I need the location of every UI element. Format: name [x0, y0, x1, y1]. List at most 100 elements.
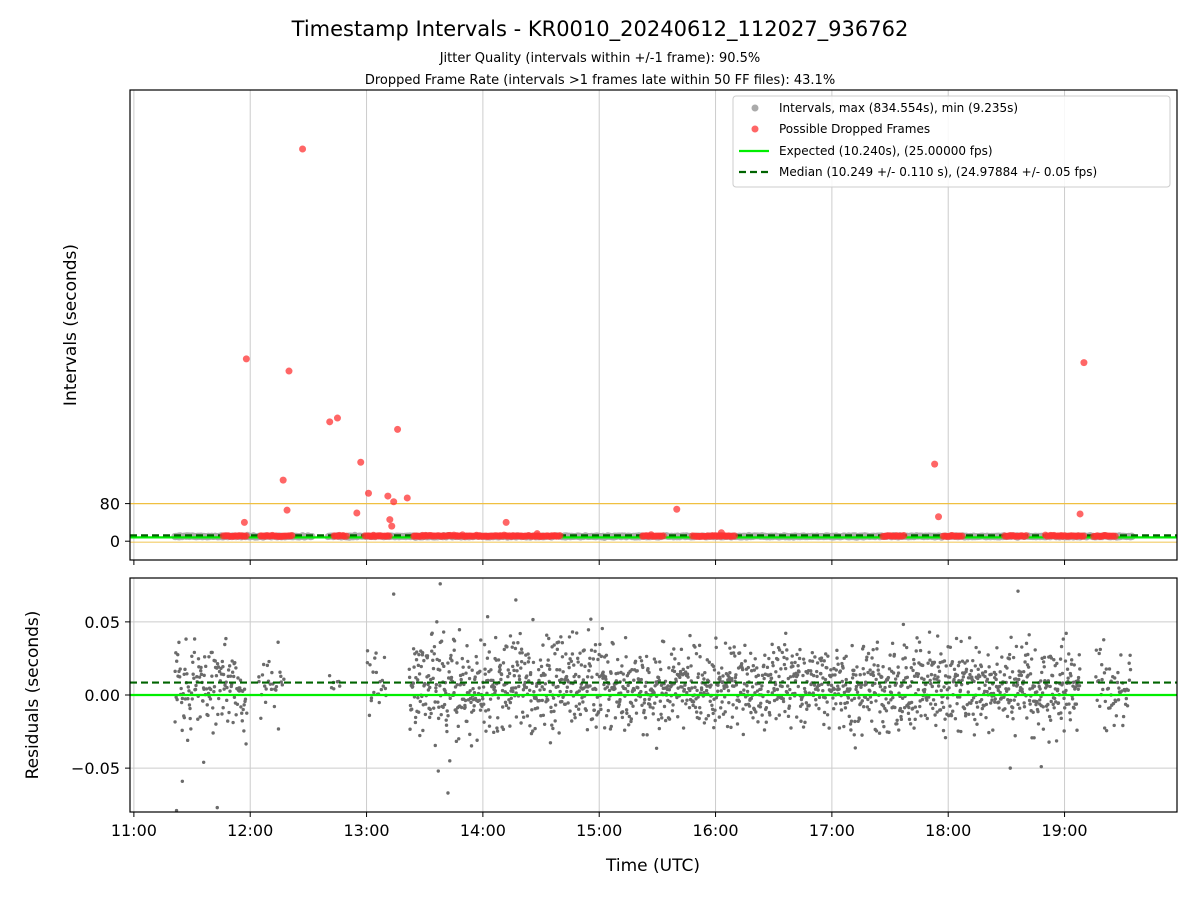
residual-point [182, 672, 186, 676]
residual-point [667, 688, 672, 692]
residual-point [726, 678, 730, 682]
dropped-frame-outlier [299, 145, 307, 153]
residual-point [531, 660, 536, 665]
residual-point [839, 708, 844, 712]
residual-point [444, 723, 449, 727]
residual-point [498, 667, 502, 672]
residual-point [796, 684, 801, 689]
residual-point [468, 732, 472, 737]
residual-point [751, 664, 756, 668]
residual-point [940, 700, 944, 705]
residual-point [963, 661, 967, 665]
residual-point [998, 670, 1002, 674]
residual-point [707, 660, 712, 664]
residual-point [207, 655, 211, 659]
residual-point [1067, 702, 1071, 706]
residual-point [794, 715, 799, 719]
residual-point [608, 727, 613, 731]
residual-point [1040, 691, 1045, 695]
residual-point [579, 663, 584, 667]
residual-point [377, 700, 381, 705]
residual-point [717, 715, 722, 719]
residual-point [581, 678, 586, 682]
residual-point [978, 674, 982, 679]
residual-point [870, 719, 874, 723]
residual-point [577, 674, 581, 679]
residual-point [737, 651, 742, 655]
residual-point [1049, 699, 1053, 704]
residual-point [834, 668, 838, 672]
residual-point [1100, 663, 1104, 667]
residual-point [558, 668, 562, 672]
residual-point [560, 641, 565, 645]
residual-point [460, 656, 464, 661]
residual-point [634, 711, 639, 715]
residual-point [974, 700, 979, 705]
residual-point [943, 717, 947, 721]
residual-point [464, 671, 468, 675]
residual-point [829, 683, 834, 688]
residual-point [187, 703, 192, 707]
residual-point [483, 672, 487, 676]
residual-point [532, 690, 536, 694]
residual-point [900, 683, 904, 687]
residual-point [728, 671, 732, 675]
residual-point [953, 717, 958, 721]
residual-point [825, 700, 829, 704]
residual-point [801, 725, 806, 729]
residual-point [541, 643, 545, 647]
residual-point [780, 650, 785, 655]
residual-point [225, 685, 229, 690]
residual-point [686, 665, 690, 670]
dropped-frame-outlier [502, 518, 510, 526]
residual-point [643, 684, 647, 688]
dropped-frame-outlier [386, 516, 394, 524]
residual-point [991, 728, 995, 732]
residual-point [676, 686, 680, 690]
residual-point [508, 634, 513, 638]
residual-point [257, 679, 261, 684]
residual-point [1059, 644, 1064, 649]
residual-point [539, 714, 543, 718]
residual-point [756, 720, 760, 724]
residual-point [585, 675, 590, 679]
residual-point [994, 672, 998, 677]
residual-point [854, 684, 859, 689]
residual-point [177, 640, 181, 645]
residual-point [429, 711, 433, 716]
residual-point [640, 703, 644, 707]
residual-point [962, 706, 967, 711]
residual-point [450, 659, 454, 663]
residual-point [567, 665, 571, 670]
residual-point [209, 687, 213, 692]
residual-point [764, 706, 769, 710]
residual-point [593, 649, 597, 654]
residual-point [500, 705, 505, 709]
residual-point [764, 720, 768, 724]
residual-point [785, 657, 789, 661]
residual-point [473, 675, 477, 679]
residual-point [1042, 665, 1046, 669]
residual-point [272, 704, 277, 709]
chart-title: Timestamp Intervals - KR0010_20240612_11… [291, 17, 909, 42]
residual-point [1128, 667, 1133, 672]
residual-outlier [436, 769, 440, 773]
residual-point [954, 636, 959, 641]
residual-point [457, 628, 462, 632]
residual-point [847, 714, 851, 719]
residual-point [1102, 638, 1106, 642]
residual-point [927, 630, 932, 634]
residual-point [830, 673, 835, 677]
residual-point [710, 703, 714, 707]
residual-point [1062, 696, 1066, 701]
dropped-frame-point [288, 532, 296, 540]
residual-point [821, 689, 825, 693]
residual-point [866, 651, 871, 656]
dropped-frame-point [556, 532, 564, 540]
residual-point [973, 664, 977, 668]
residual-point [914, 649, 918, 653]
residual-point [808, 659, 812, 663]
residual-point [714, 636, 718, 640]
residual-point [1111, 701, 1116, 706]
residual-point [1000, 655, 1004, 659]
